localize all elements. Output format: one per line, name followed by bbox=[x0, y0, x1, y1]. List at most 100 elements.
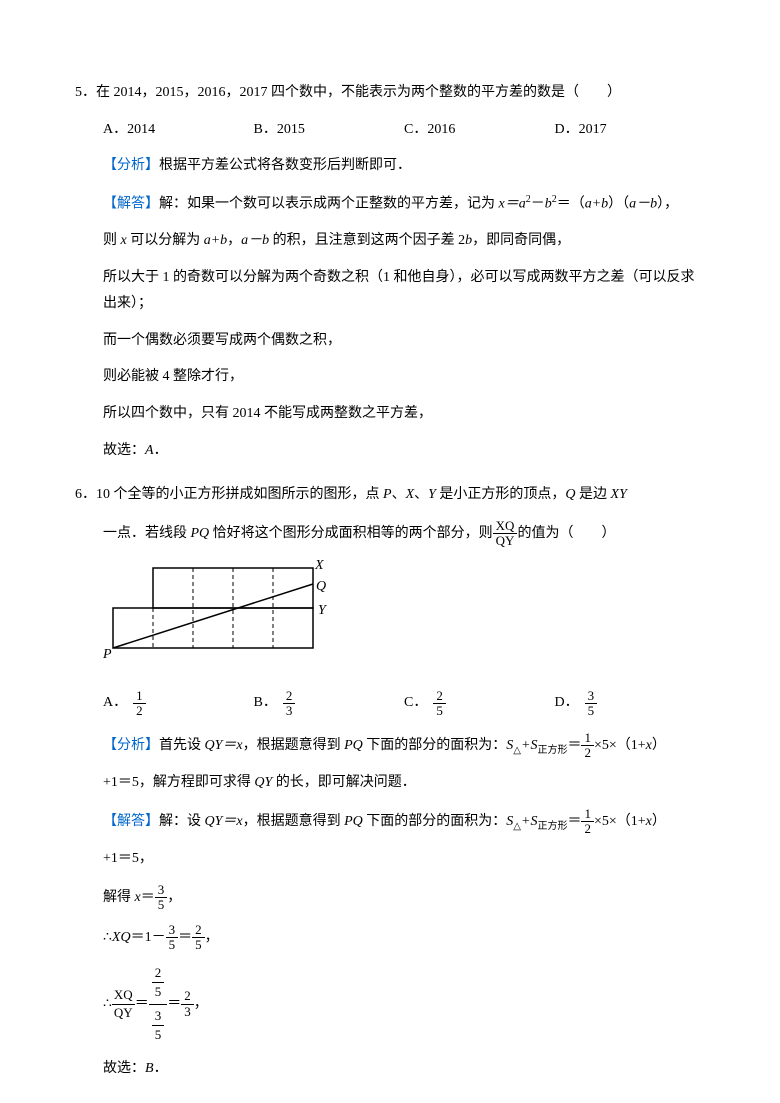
t: 是小正方形的顶点， bbox=[436, 487, 566, 502]
num: 25 bbox=[149, 962, 168, 1005]
q5-answer-p6: 所以四个数中，只有 2014 不能写成两整数之平方差， bbox=[75, 401, 705, 428]
q6-ans2: +1＝5， bbox=[75, 846, 705, 873]
q6-answer: 【解答】解：设 QY＝x，根据题意得到 PQ 下面的部分的面积为：S△+S正方形… bbox=[75, 807, 705, 837]
num: 3 bbox=[152, 1007, 165, 1026]
t: ∴ bbox=[103, 930, 112, 945]
frac: 35 bbox=[152, 1007, 165, 1045]
t: 则 bbox=[103, 233, 121, 248]
q6-xq: ∴XQ＝1－35＝25， bbox=[75, 923, 705, 953]
t: 正方形 bbox=[537, 744, 567, 755]
num: 2 bbox=[152, 964, 165, 983]
frac: 12 bbox=[581, 807, 594, 837]
t: 10 个全等的小正方形拼成如图所示的图形，点 bbox=[96, 487, 383, 502]
frac: 2535 bbox=[149, 962, 168, 1046]
frac: XQQY bbox=[112, 987, 135, 1021]
frac: 25 bbox=[152, 964, 165, 1002]
q6-stem2: 一点．若线段 PQ 恰好将这个图形分成面积相等的两个部分，则XQQY的值为（ ） bbox=[75, 519, 705, 549]
question-5: 5．在 2014，2015，2016，2017 四个数中，不能表示为两个整数的平… bbox=[75, 80, 705, 464]
num: 1 bbox=[133, 689, 146, 704]
t: 的积，且注意到这两个因子差 2 bbox=[269, 233, 465, 248]
den: 3 bbox=[283, 704, 296, 718]
frac: 25 bbox=[433, 689, 446, 719]
num: 3 bbox=[166, 923, 179, 938]
t: B bbox=[145, 1061, 154, 1076]
q6-opt-c: C．25 bbox=[404, 689, 555, 719]
den: 2 bbox=[581, 746, 594, 760]
den: 2 bbox=[133, 704, 146, 718]
frac: 12 bbox=[133, 689, 146, 719]
q5-answer-p1: 【解答】解：如果一个数可以表示成两个正整数的平方差，记为 x＝a2－b2＝（a+… bbox=[75, 190, 705, 218]
q6-number: 6． bbox=[75, 487, 96, 502]
analyze-label: 【分析】 bbox=[103, 158, 159, 173]
t: ＝ bbox=[178, 930, 192, 945]
t: ， bbox=[205, 930, 219, 945]
t: ∴ bbox=[103, 996, 112, 1011]
den: 5 bbox=[152, 983, 165, 1001]
t: PQ bbox=[191, 526, 210, 541]
den: 3 bbox=[181, 1005, 194, 1019]
num: 2 bbox=[192, 923, 205, 938]
t: ，即同奇同偶， bbox=[472, 233, 570, 248]
t: QY＝x bbox=[205, 814, 243, 829]
t: ＝ bbox=[167, 996, 181, 1011]
t: Q bbox=[565, 487, 575, 502]
num: 3 bbox=[155, 883, 168, 898]
t: A bbox=[145, 443, 154, 458]
t: ＝ bbox=[135, 996, 149, 1011]
analyze-label: 【分析】 bbox=[103, 738, 159, 753]
t: ，根据题意得到 bbox=[243, 738, 345, 753]
q6-pick: 故选：B． bbox=[75, 1056, 705, 1083]
t: 解得 bbox=[103, 890, 135, 905]
q5-stem: 5．在 2014，2015，2016，2017 四个数中，不能表示为两个整数的平… bbox=[75, 80, 705, 107]
t: ×5×（1+ bbox=[594, 814, 646, 829]
t: 故选： bbox=[103, 443, 145, 458]
t: 是边 bbox=[576, 487, 611, 502]
label-p: P bbox=[103, 647, 112, 662]
t: a－b bbox=[629, 196, 657, 211]
t: 一点．若线段 bbox=[103, 526, 191, 541]
t: ＝（ bbox=[557, 196, 585, 211]
t: 解：如果一个数可以表示成两个正整数的平方差，记为 bbox=[159, 196, 499, 211]
q6-opt-d: D．35 bbox=[555, 689, 706, 719]
t: － bbox=[531, 196, 545, 211]
t: D． bbox=[555, 690, 579, 717]
q5-stem-text: 在 2014，2015，2016，2017 四个数中，不能表示为两个整数的平方差… bbox=[96, 85, 621, 100]
t: a+b bbox=[204, 233, 227, 248]
frac: 12 bbox=[581, 731, 594, 761]
den: QY bbox=[112, 1005, 135, 1021]
label-q: Q bbox=[316, 579, 326, 594]
num: 2 bbox=[181, 989, 194, 1004]
t: a+b bbox=[585, 196, 608, 211]
t: ，根据题意得到 bbox=[243, 814, 345, 829]
t: ） bbox=[652, 738, 666, 753]
q5-opt-c: C．2016 bbox=[404, 117, 555, 144]
q5-options: A．2014 B．2015 C．2016 D．2017 bbox=[75, 117, 705, 144]
num: 3 bbox=[585, 689, 598, 704]
frac: 23 bbox=[181, 989, 194, 1019]
t: 解：设 bbox=[159, 814, 205, 829]
num: 1 bbox=[581, 807, 594, 822]
q6-final: ∴XQQY＝2535＝23， bbox=[75, 962, 705, 1046]
q5-number: 5． bbox=[75, 85, 96, 100]
den: 5 bbox=[433, 704, 446, 718]
t: ， bbox=[194, 996, 208, 1011]
t: 下面的部分的面积为： bbox=[363, 814, 507, 829]
den: 35 bbox=[149, 1005, 168, 1047]
den: QY bbox=[493, 534, 518, 548]
num: XQ bbox=[493, 519, 518, 534]
frac: 35 bbox=[155, 883, 168, 913]
num: 2 bbox=[283, 689, 296, 704]
q5-answer-p2: 则 x 可以分解为 a+b，a－b 的积，且注意到这两个因子差 2b，即同奇同偶… bbox=[75, 228, 705, 255]
answer-label: 【解答】 bbox=[103, 814, 159, 829]
frac: 35 bbox=[166, 923, 179, 953]
q5-answer-p7: 故选：A． bbox=[75, 438, 705, 465]
t: ． bbox=[154, 443, 168, 458]
q6-stem: 6．10 个全等的小正方形拼成如图所示的图形，点 P、X、Y 是小正方形的顶点，… bbox=[75, 482, 705, 509]
den: 2 bbox=[581, 822, 594, 836]
frac: 23 bbox=[283, 689, 296, 719]
t: ＝ bbox=[567, 738, 581, 753]
label-y: Y bbox=[318, 603, 328, 618]
t: ， bbox=[227, 233, 241, 248]
t: 恰好将这个图形分成面积相等的两个部分，则 bbox=[209, 526, 493, 541]
t: PQ bbox=[344, 738, 363, 753]
